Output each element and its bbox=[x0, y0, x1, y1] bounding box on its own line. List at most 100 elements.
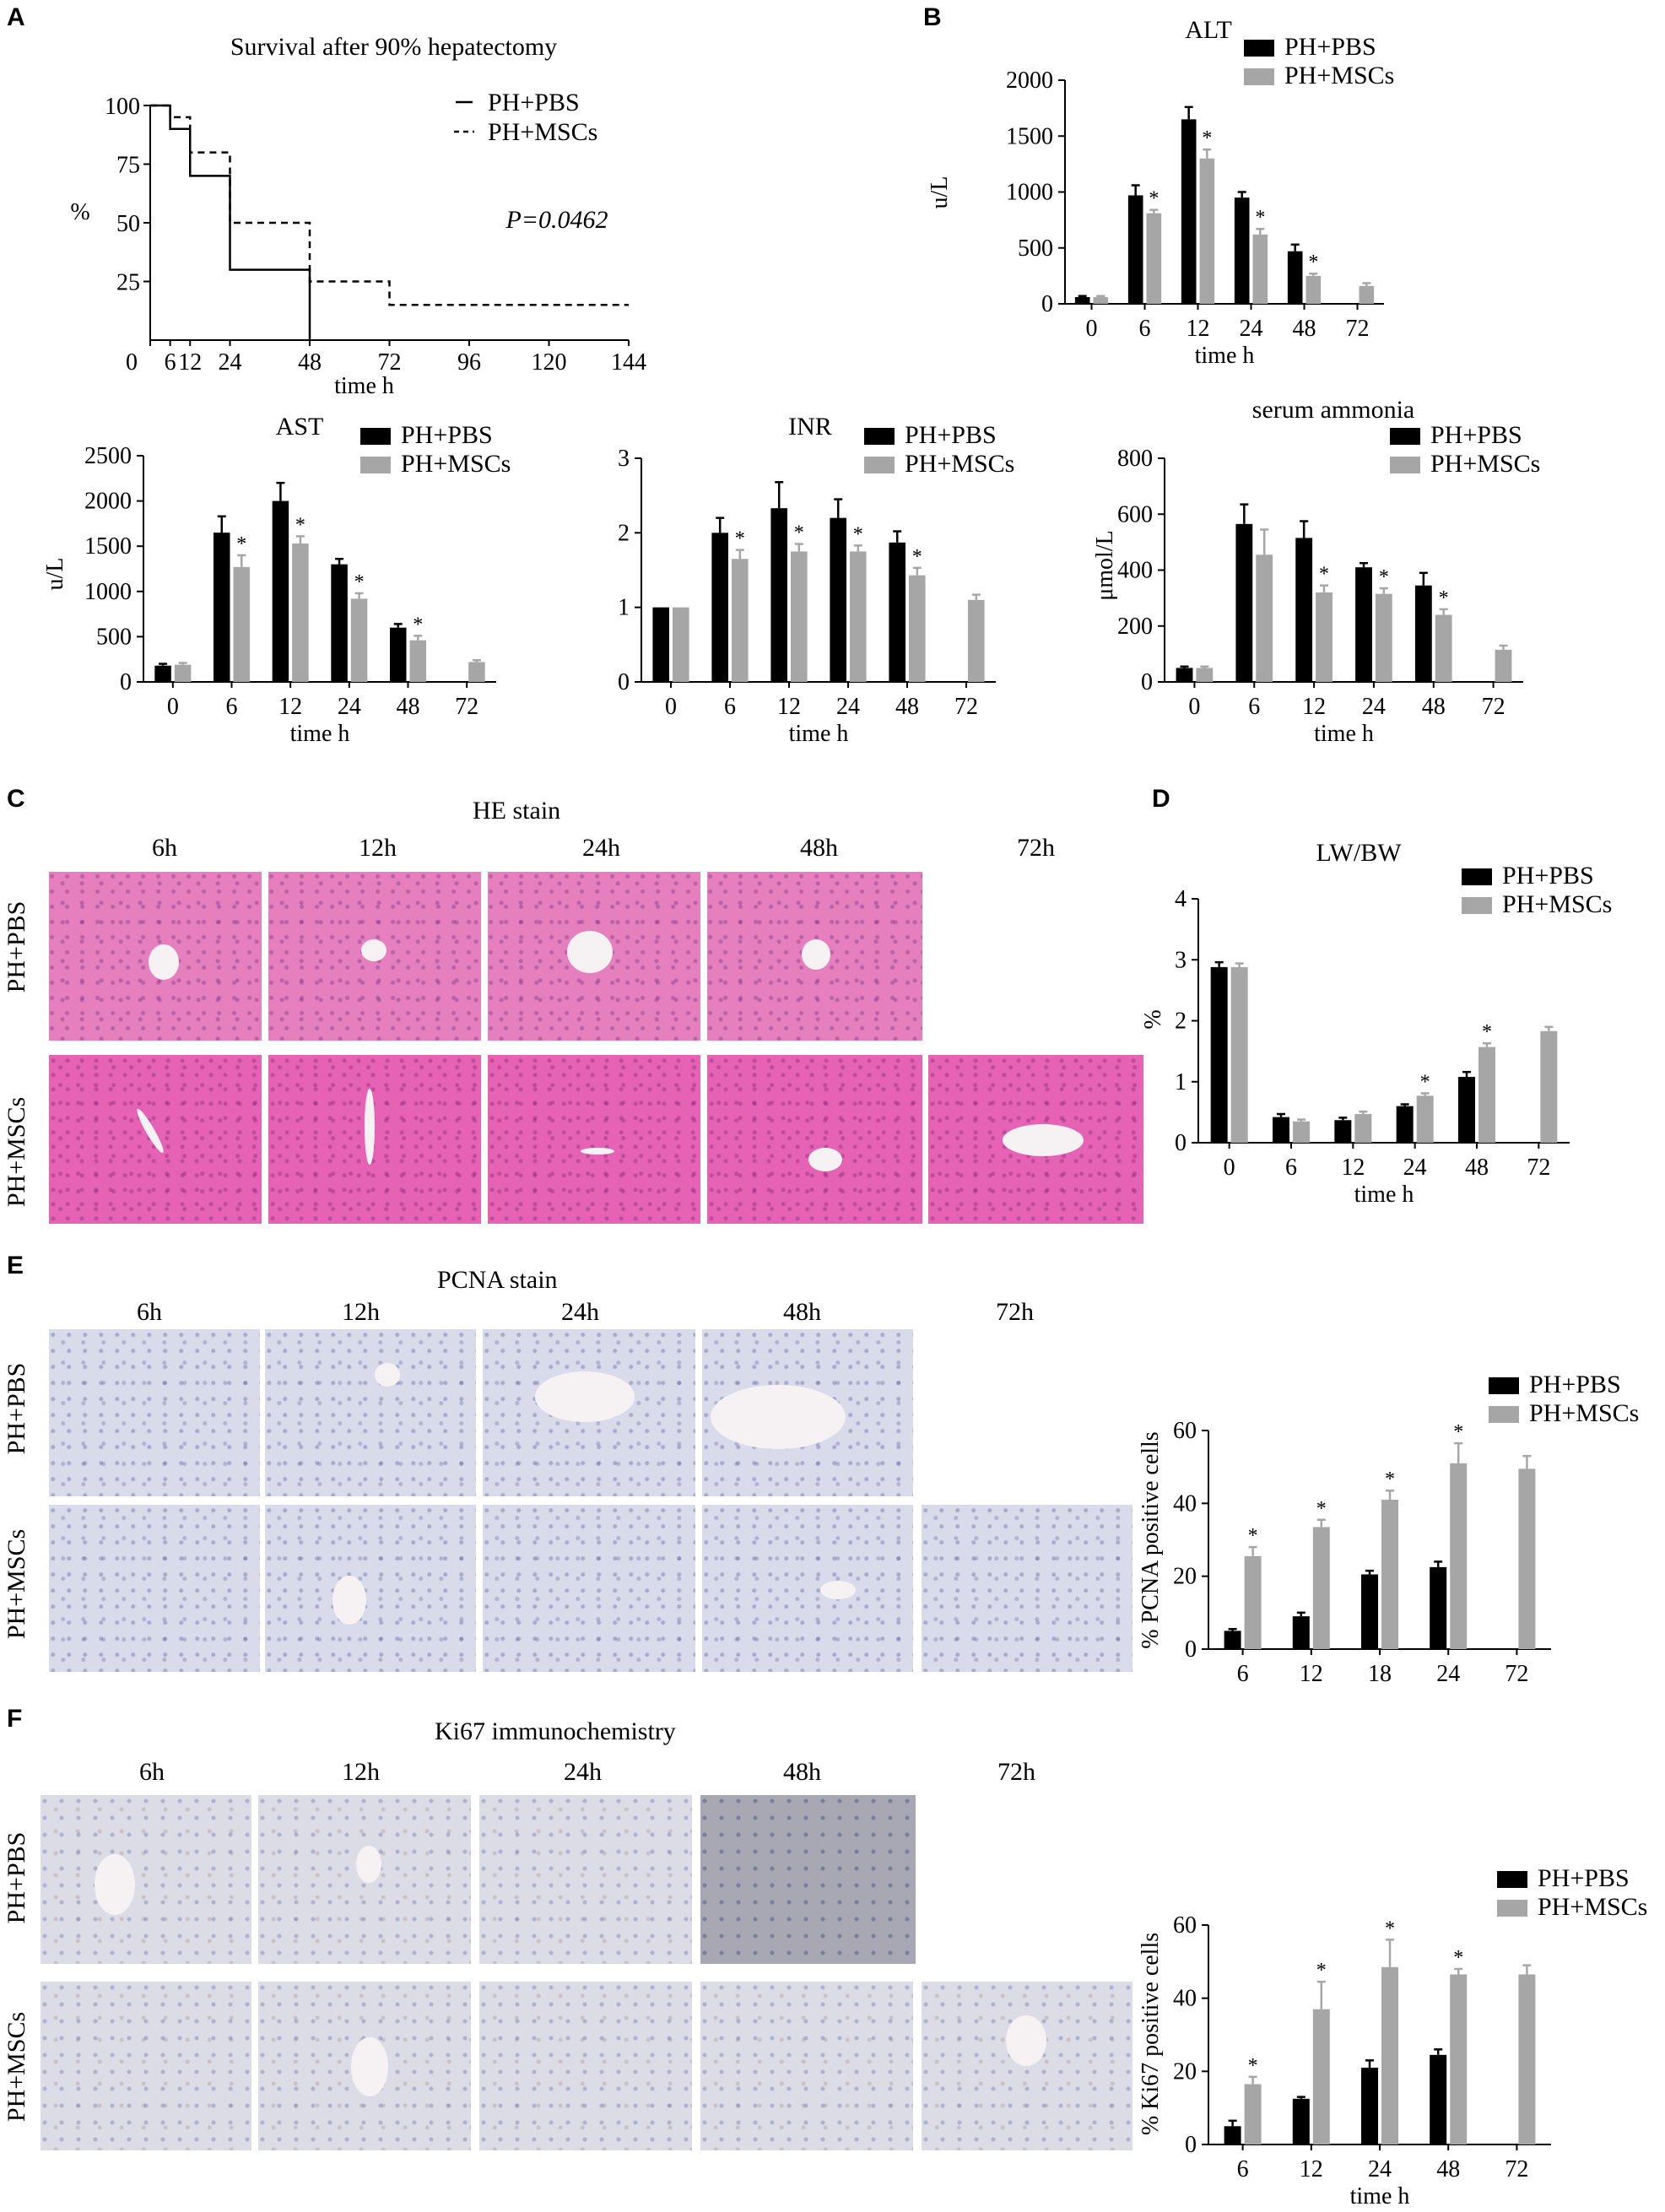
ammonia-bar-pbs bbox=[1235, 523, 1253, 682]
alt-y-tick-label: 1000 bbox=[1006, 180, 1053, 206]
ast-y-tick-label: 2000 bbox=[84, 489, 132, 515]
lwbw-bar-pbs bbox=[1334, 1120, 1352, 1143]
lwbw-title: LW/BW bbox=[1316, 839, 1402, 867]
pcna-legend-label-pbs: PH+PBS bbox=[1529, 1371, 1621, 1398]
ast-significance-star: * bbox=[354, 571, 365, 593]
lwbw-bar-msc bbox=[1230, 966, 1248, 1143]
pcna-time-6h: 6h bbox=[137, 1298, 162, 1326]
ammonia-bar-msc bbox=[1316, 592, 1333, 682]
ammonia-legend-swatch-msc bbox=[1390, 457, 1420, 473]
ast-chart: 0 500 1000 1500 2000 2500 0 6 * 12 * 24 * 48 * 72 time h… bbox=[42, 413, 511, 747]
he-micrograph-pbs-48h bbox=[707, 872, 922, 1041]
lwbw-x-tick-label: 12 bbox=[1341, 1155, 1365, 1181]
ki67-x-tick-label: 24 bbox=[1368, 2156, 1392, 2182]
pcna-row-label-pbs: PH+PBS bbox=[3, 1362, 30, 1455]
ast-y-tick-label: 1000 bbox=[84, 579, 132, 605]
ki67-bar-pbs bbox=[1292, 2098, 1310, 2144]
alt-x-tick-label: 0 bbox=[1086, 316, 1098, 342]
lwbw-bar-pbs bbox=[1210, 966, 1228, 1143]
survival-x-tick-label: 72 bbox=[378, 349, 402, 376]
ammonia-title: serum ammonia bbox=[1252, 396, 1414, 424]
pcna-time-48h: 48h bbox=[783, 1298, 821, 1326]
inr-significance-star: * bbox=[735, 528, 745, 550]
ast-bar-pbs bbox=[272, 500, 289, 682]
lwbw-y-tick-label: 3 bbox=[1175, 947, 1187, 973]
alt-title: ALT bbox=[1185, 16, 1232, 44]
ki67-time-24h: 24h bbox=[564, 1758, 602, 1786]
he-row-label-pbs: PH+PBS bbox=[3, 900, 30, 993]
alt-legend-label-msc: PH+MSCs bbox=[1284, 62, 1394, 89]
survival-x-tick-label: 120 bbox=[532, 349, 567, 376]
ammonia-y-tick-label: 800 bbox=[1117, 446, 1153, 472]
ammonia-x-tick-label: 0 bbox=[1188, 694, 1200, 720]
ammonia-x-tick-label: 24 bbox=[1362, 694, 1386, 720]
pcna-bar-msc bbox=[1381, 1500, 1398, 1649]
inr-x-tick-label: 6 bbox=[724, 694, 736, 720]
panel-label-b: B bbox=[923, 3, 942, 31]
ast-bar-msc bbox=[174, 664, 192, 682]
ki67-bar-msc bbox=[1450, 1974, 1468, 2144]
ast-legend-swatch-msc bbox=[360, 457, 391, 473]
inr-x-label: time h bbox=[789, 721, 849, 747]
pcna-micrograph-msc-48h bbox=[702, 1505, 913, 1672]
pcna-micrograph-msc-24h bbox=[483, 1505, 695, 1672]
survival-legend-label-msc: PH+MSCs bbox=[488, 118, 597, 146]
inr-y-tick-label: 0 bbox=[618, 669, 630, 695]
ast-bar-pbs bbox=[389, 627, 407, 682]
ammonia-bar-pbs bbox=[1355, 567, 1372, 682]
alt-y-tick-label: 0 bbox=[1041, 291, 1053, 317]
pcna-row-label-msc: PH+MSCs bbox=[3, 1528, 30, 1640]
survival-y-tick-label: 100 bbox=[105, 94, 140, 120]
pcna-bar-msc bbox=[1244, 1555, 1262, 1649]
lwbw-y-tick-label: 4 bbox=[1175, 886, 1187, 912]
pcna-micrograph-pbs-48h bbox=[702, 1329, 913, 1496]
inr-significance-star: * bbox=[853, 523, 863, 545]
ast-y-tick-label: 2500 bbox=[84, 443, 132, 469]
ast-x-tick-label: 24 bbox=[338, 694, 361, 720]
ki67-time-12h: 12h bbox=[342, 1758, 380, 1786]
panel-label-e: E bbox=[7, 1252, 24, 1279]
ki67-bar-pbs bbox=[1224, 2126, 1241, 2144]
ki67-significance-star: * bbox=[1248, 2055, 1258, 2077]
inr-bar-msc bbox=[732, 559, 749, 682]
survival-x-label: time h bbox=[334, 373, 394, 399]
ki67-legend-label-pbs: PH+PBS bbox=[1538, 1864, 1630, 1892]
ast-title: AST bbox=[276, 413, 324, 441]
inr-bar-msc bbox=[791, 551, 808, 682]
pcna-x-tick-label: 24 bbox=[1436, 1661, 1460, 1687]
inr-significance-star: * bbox=[912, 546, 922, 568]
survival-chart: 25 50 75 100 0 6 12 24 48 72 96 120 144 Survival afte… bbox=[70, 33, 646, 399]
ammonia-x-tick-label: 72 bbox=[1482, 694, 1506, 720]
alt-bar-pbs bbox=[1287, 251, 1303, 304]
alt-y-tick-label: 2000 bbox=[1006, 68, 1053, 94]
he-micrograph-msc-48h bbox=[707, 1055, 922, 1224]
ki67-significance-star: * bbox=[1316, 1960, 1327, 1982]
inr-bar-msc bbox=[909, 575, 926, 682]
inr-bar-pbs bbox=[652, 607, 669, 682]
lwbw-bar-msc bbox=[1478, 1047, 1495, 1143]
lwbw-bar-msc bbox=[1354, 1114, 1372, 1143]
pcna-micrograph-pbs-12h bbox=[265, 1329, 476, 1496]
pcna-x-tick-label: 72 bbox=[1505, 1661, 1528, 1687]
ammonia-x-tick-label: 48 bbox=[1422, 694, 1446, 720]
lwbw-y-tick-label: 0 bbox=[1175, 1130, 1187, 1156]
pcna-y-label: % PCNA positive cells bbox=[1138, 1431, 1164, 1648]
he-micrograph-msc-12h bbox=[268, 1055, 481, 1224]
inr-x-tick-label: 72 bbox=[954, 694, 978, 720]
lwbw-legend-swatch-msc bbox=[1462, 897, 1492, 914]
inr-y-tick-label: 3 bbox=[618, 446, 630, 472]
ast-significance-star: * bbox=[295, 514, 305, 536]
alt-bar-msc bbox=[1359, 285, 1375, 304]
pcna-time-12h: 12h bbox=[342, 1298, 380, 1326]
ki67-bar-pbs bbox=[1361, 2068, 1378, 2144]
alt-legend-swatch-pbs bbox=[1244, 40, 1274, 57]
ki67-bar-msc bbox=[1381, 1966, 1398, 2144]
alt-bar-msc bbox=[1252, 234, 1268, 304]
ast-bar-pbs bbox=[154, 665, 171, 682]
inr-y-tick-label: 2 bbox=[618, 520, 630, 546]
survival-y-tick-label: 75 bbox=[116, 153, 140, 179]
inr-legend-label-pbs: PH+PBS bbox=[905, 421, 997, 449]
panel-label-a: A bbox=[7, 3, 25, 31]
